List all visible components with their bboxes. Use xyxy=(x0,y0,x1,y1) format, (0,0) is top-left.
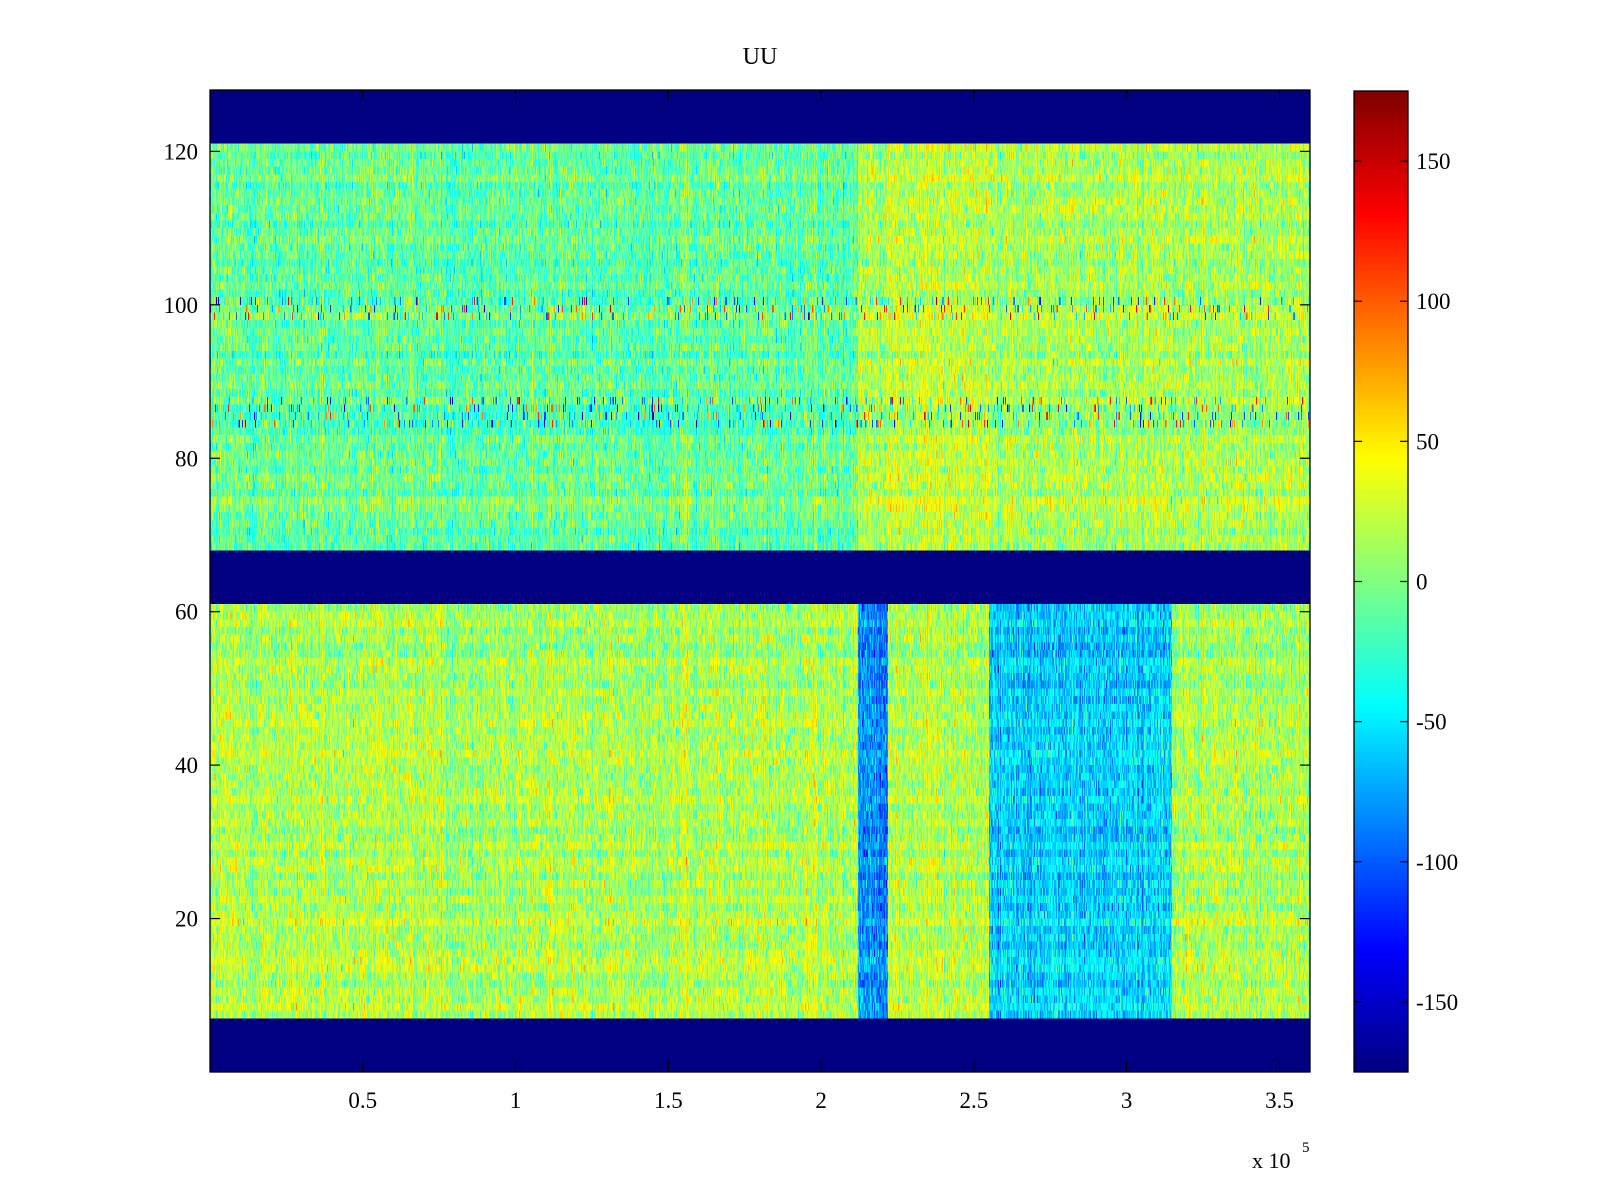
y-tick-label: 60 xyxy=(175,600,198,625)
x-tick-label: 3 xyxy=(1121,1088,1133,1113)
colorbar-ticks: 150 100 50 0 -50 -100 -150 xyxy=(1354,149,1458,1015)
colorbar-tick-label: -50 xyxy=(1416,710,1447,735)
y-tick-label: 20 xyxy=(175,907,198,932)
colorbar-tick-label: -150 xyxy=(1416,990,1458,1015)
colorbar-tick-label: 100 xyxy=(1416,289,1451,314)
x-exponent-label: x 10 xyxy=(1252,1148,1291,1173)
y-tick-label: 40 xyxy=(175,753,198,778)
x-exponent-base: x 10 xyxy=(1252,1148,1291,1173)
x-exponent-power: 5 xyxy=(1302,1140,1310,1156)
y-tick-label: 120 xyxy=(164,139,199,164)
colorbar-tick-label: 150 xyxy=(1416,149,1451,174)
colorbar-tick-label: 50 xyxy=(1416,429,1439,454)
colorbar-tick-label: -100 xyxy=(1416,850,1458,875)
x-tick-label: 2 xyxy=(815,1088,827,1113)
colorbar-image xyxy=(1354,91,1408,1072)
y-tick-label: 80 xyxy=(175,446,198,471)
x-axis-ticks: 0.5 1 1.5 2 2.5 3 3.5 xyxy=(348,90,1294,1113)
colorbar-tick-label: 0 xyxy=(1416,570,1428,595)
plot-frame xyxy=(209,89,1311,1073)
y-tick-label: 100 xyxy=(164,293,199,318)
x-tick-label: 0.5 xyxy=(348,1088,377,1113)
y-axis-ticks: 20 40 60 80 100 120 xyxy=(164,139,1310,932)
x-tick-label: 1 xyxy=(510,1088,522,1113)
x-tick-label: 3.5 xyxy=(1265,1088,1294,1113)
x-tick-label: 1.5 xyxy=(654,1088,683,1113)
x-tick-label: 2.5 xyxy=(960,1088,989,1113)
heatmap-image xyxy=(210,90,1310,1072)
colorbar-frame xyxy=(1353,90,1409,1073)
chart-title: UU xyxy=(743,44,778,70)
